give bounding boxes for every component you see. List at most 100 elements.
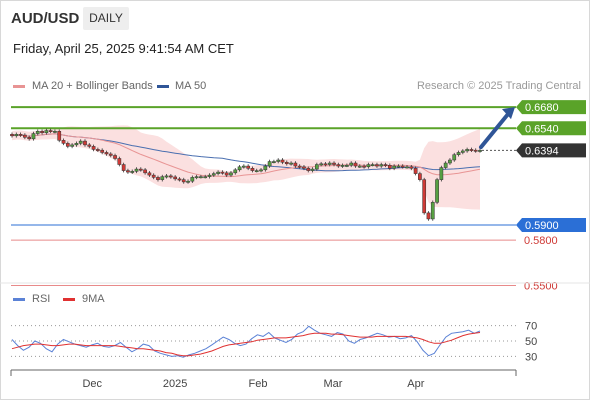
candle-body <box>409 166 414 169</box>
credit-text: Research © 2025 Trading Central <box>416 80 581 92</box>
candle-body <box>23 134 27 138</box>
candle-body <box>435 179 439 203</box>
candle-body <box>392 165 396 169</box>
candle-body <box>400 165 405 168</box>
candle-body <box>35 131 40 134</box>
candle-body <box>473 149 478 152</box>
candle-body <box>31 133 36 140</box>
candle-body <box>199 176 203 179</box>
candle-body <box>229 172 233 176</box>
candle-body <box>396 165 401 168</box>
forecast-arrow-shaft <box>479 112 510 150</box>
level-label-0.5900: 0.5900 <box>525 220 559 232</box>
candle-body <box>276 159 281 162</box>
current-price-tag <box>516 143 586 158</box>
candle-body <box>160 176 165 180</box>
candle-body <box>254 170 259 173</box>
candle-body <box>190 177 195 182</box>
candle-body <box>57 131 62 141</box>
candle-body <box>413 168 418 174</box>
ma50-legend-label: MA 50 <box>175 80 207 92</box>
candle-body <box>147 172 152 176</box>
candle-body <box>27 137 32 140</box>
candle-body <box>362 165 366 168</box>
candle-body <box>405 166 409 169</box>
forecast-arrow-head <box>502 107 515 120</box>
candle-body <box>366 164 371 168</box>
candle-body <box>314 164 319 170</box>
x-tick-Mar: Mar <box>323 378 342 390</box>
candle-body <box>349 162 354 166</box>
candle-body <box>357 165 362 168</box>
candle-body <box>430 202 435 220</box>
timeframe-badge[interactable]: DAILY <box>83 7 129 30</box>
candle-body <box>452 154 457 161</box>
candle-body <box>18 134 23 136</box>
candle-body <box>370 164 375 166</box>
candle-body <box>426 212 431 220</box>
candle-body <box>78 140 83 144</box>
candle-body <box>383 164 388 166</box>
candle-body <box>375 164 379 167</box>
candle-body <box>53 131 57 133</box>
candle-body <box>126 170 130 173</box>
candle-body <box>65 143 70 147</box>
candle-body <box>379 164 384 167</box>
candle-body <box>340 165 345 167</box>
x-tick-Feb: Feb <box>249 378 268 390</box>
ma20-legend-swatch <box>13 85 25 88</box>
rsi-line <box>11 325 481 358</box>
candle-body <box>233 169 238 174</box>
candle-body <box>422 179 427 214</box>
candle-body <box>74 143 79 146</box>
candle-body <box>216 171 220 174</box>
candle-body <box>96 149 100 151</box>
rsi-tick-30: 30 <box>525 351 537 363</box>
candle-body <box>478 150 482 152</box>
x-tick-2025: 2025 <box>163 378 187 390</box>
rsi-tick-70: 70 <box>525 321 537 333</box>
symbol-title: AUD/USD <box>11 10 80 27</box>
ma20-legend-label: MA 20 + Bollinger Bands <box>32 80 153 92</box>
candle-body <box>117 158 122 165</box>
bollinger-band <box>12 125 480 210</box>
candle-body <box>186 180 190 183</box>
candle-body <box>465 149 469 152</box>
timestamp: Friday, April 25, 2025 9:41:54 AM CET <box>13 41 234 56</box>
ma20-line <box>11 133 481 178</box>
current-price-label: 0.6394 <box>525 145 559 157</box>
candle-body <box>293 162 298 167</box>
level-label-0.6540: 0.6540 <box>525 123 559 135</box>
level-tag-0.5900 <box>516 218 586 232</box>
candle-body <box>181 179 186 183</box>
candle-body <box>250 168 255 171</box>
x-tick-Dec: Dec <box>82 378 102 390</box>
candle-body <box>61 140 66 144</box>
candle-body <box>323 163 328 166</box>
rsi-tick-50: 50 <box>525 336 537 348</box>
candle-body <box>306 168 311 171</box>
candle-body <box>237 166 242 171</box>
rsi-legend-swatch <box>13 298 25 301</box>
candle-body <box>327 162 332 165</box>
candle-body <box>70 144 74 147</box>
rsi-legend-label: RSI <box>32 293 51 305</box>
candle-body <box>87 144 92 147</box>
candle-body <box>332 162 336 165</box>
candle-body <box>143 169 147 174</box>
candle-body <box>259 169 263 172</box>
candle-body <box>10 134 14 137</box>
level-tag-0.6680 <box>516 100 586 115</box>
candle-body <box>456 152 461 155</box>
candle-body <box>48 130 53 132</box>
candle-body <box>448 159 452 164</box>
candle-body <box>151 174 156 178</box>
candle-body <box>387 165 392 169</box>
ma9-legend-label: 9MA <box>82 293 105 305</box>
candle-body <box>246 165 250 169</box>
candle-body <box>267 161 272 167</box>
ma9-legend-swatch <box>63 298 75 301</box>
candle-body <box>83 140 87 146</box>
candle-body <box>289 162 293 165</box>
